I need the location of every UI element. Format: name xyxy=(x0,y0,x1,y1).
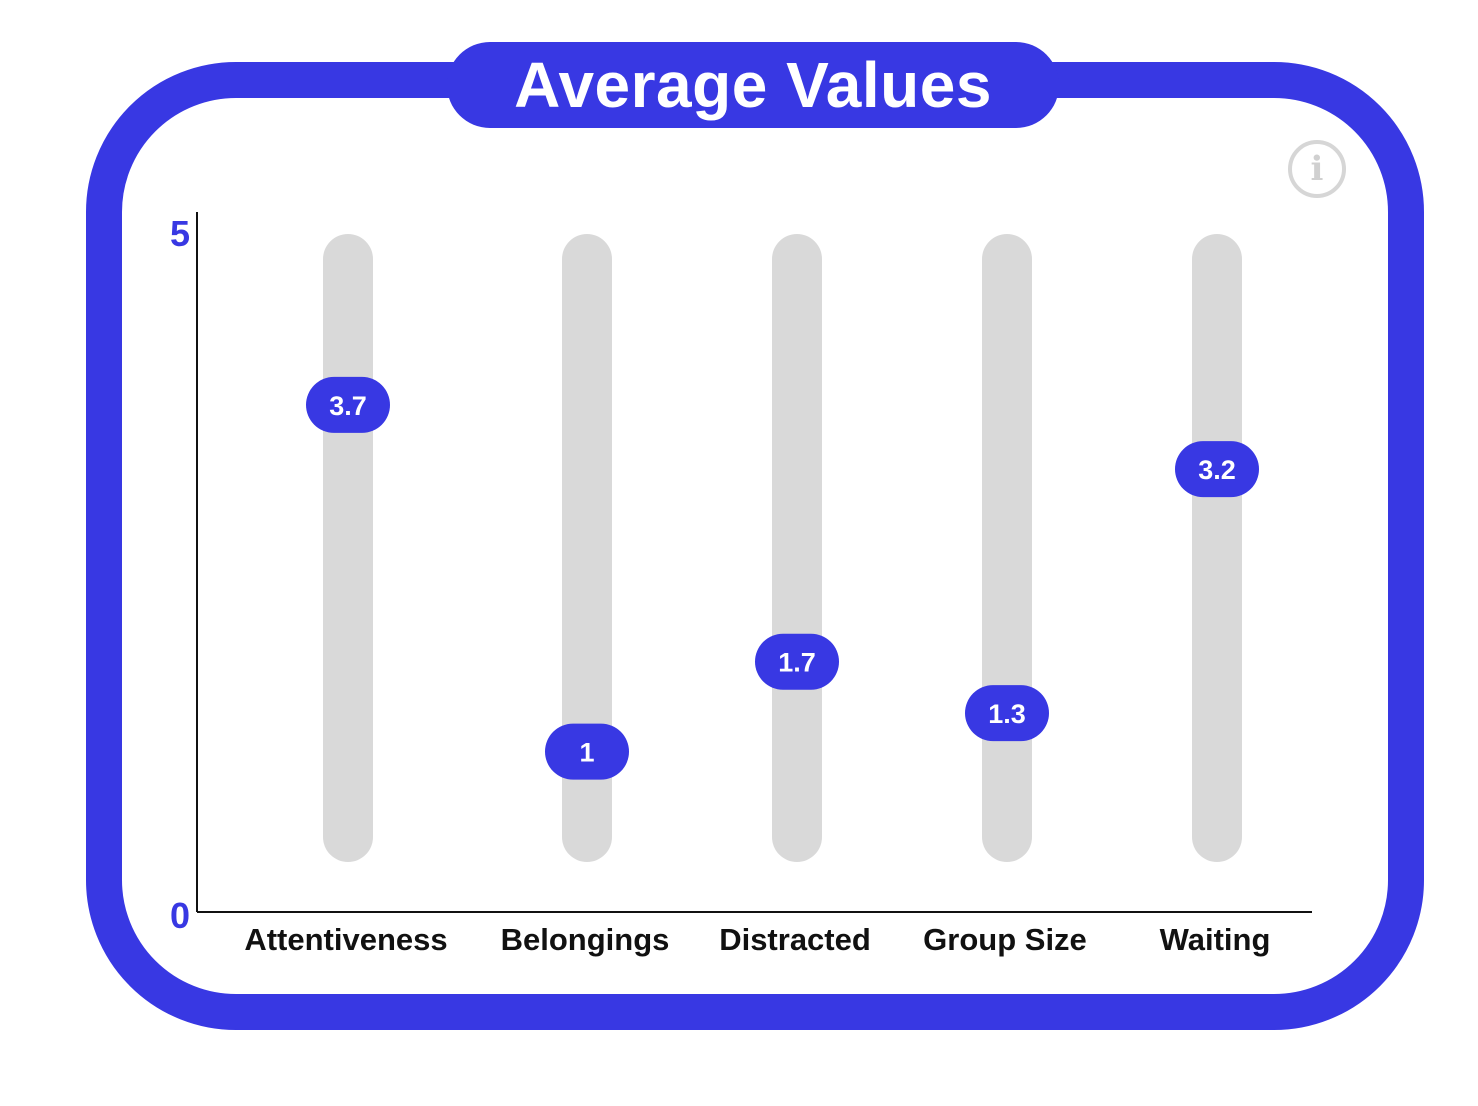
y-tick-label: 5 xyxy=(170,213,190,254)
value-marker xyxy=(306,376,390,433)
value-marker xyxy=(545,723,629,780)
x-tick-label: Waiting xyxy=(1160,922,1271,957)
info-icon[interactable]: i xyxy=(1288,140,1346,198)
value-marker xyxy=(965,685,1049,742)
data-label: 1.3 xyxy=(988,699,1026,729)
data-label: 3.2 xyxy=(1198,455,1236,485)
bar-track xyxy=(982,234,1032,862)
value-marker xyxy=(755,633,839,690)
data-label: 1 xyxy=(579,738,594,768)
bar-track xyxy=(562,234,612,862)
bar-track xyxy=(323,234,373,862)
bar-track xyxy=(1192,234,1242,862)
value-marker xyxy=(1175,441,1259,498)
data-label: 3.7 xyxy=(329,391,367,421)
chart-title: Average Values xyxy=(514,49,992,121)
x-tick-label: Attentiveness xyxy=(244,922,447,957)
x-tick-label: Belongings xyxy=(501,922,670,957)
data-label: 1.7 xyxy=(778,648,816,678)
y-tick-label: 0 xyxy=(170,895,190,936)
x-tick-label: Group Size xyxy=(923,922,1087,957)
x-tick-label: Distracted xyxy=(719,922,871,957)
title-pill: Average Values xyxy=(447,42,1059,128)
bar-track xyxy=(772,234,822,862)
